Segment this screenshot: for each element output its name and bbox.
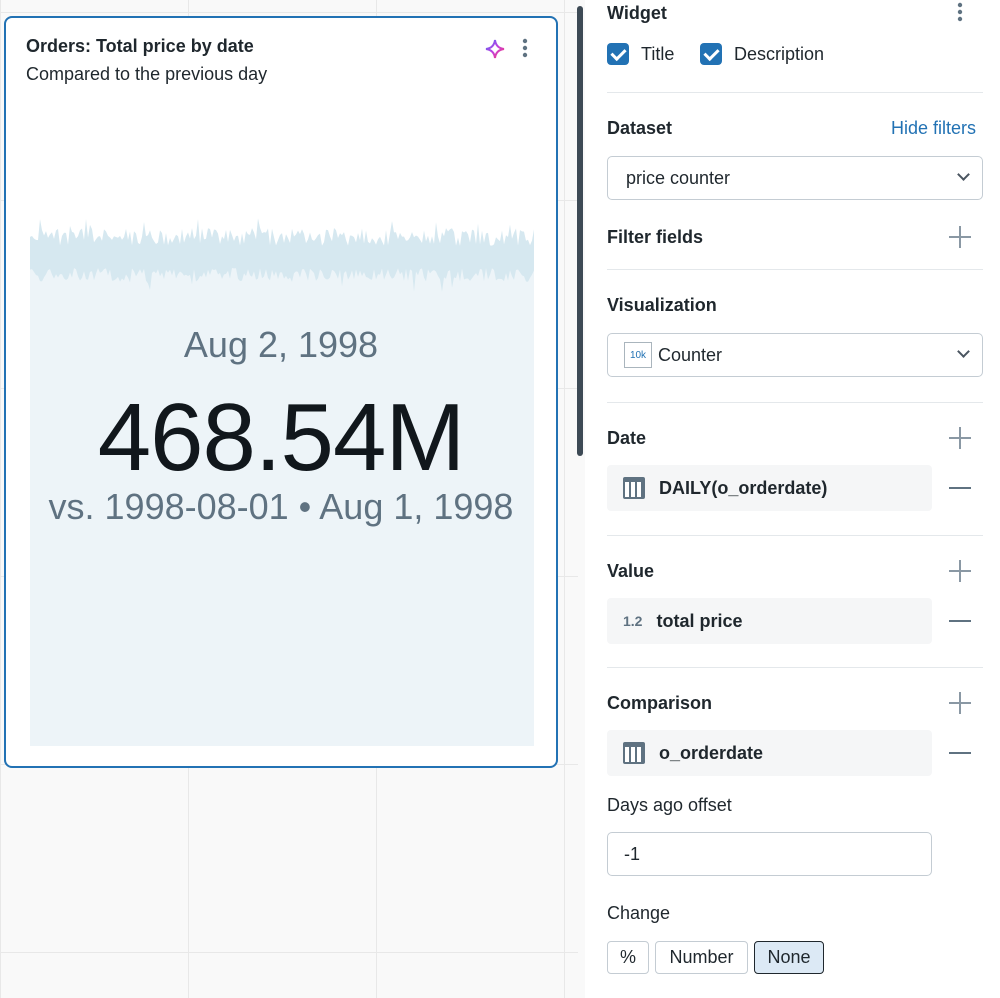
date-field[interactable]: DAILY(o_orderdate) (607, 465, 932, 511)
widget-heading: Widget (607, 3, 667, 23)
comparison-heading: Comparison (607, 693, 713, 713)
counter-comparison: vs. 1998-08-01 • Aug 1, 1998 (48, 486, 514, 527)
counter-background (30, 248, 534, 746)
remove-value-minus-icon[interactable] (949, 620, 971, 622)
divider (607, 535, 983, 536)
value-heading: Value (607, 561, 655, 581)
add-value-plus-icon[interactable] (949, 560, 971, 582)
visualization-select[interactable]: 10k Counter (607, 333, 983, 377)
description-checkbox-label: Description (734, 44, 825, 64)
calendar-icon (623, 742, 645, 764)
comparison-field-label: o_orderdate (659, 742, 764, 763)
numeric-type-icon: 1.2 (623, 613, 643, 629)
change-label: Change (607, 903, 671, 923)
sparkline (30, 218, 534, 292)
change-option-percent[interactable]: % (607, 941, 649, 974)
change-option-number[interactable]: Number (655, 941, 748, 974)
divider (607, 269, 983, 270)
title-checkbox-label: Title (641, 44, 675, 64)
add-comparison-plus-icon[interactable] (949, 692, 971, 714)
chevron-down-icon (957, 168, 970, 181)
widget-title: Orders: Total price by date (26, 36, 254, 56)
visualization-heading: Visualization (607, 295, 717, 315)
divider (607, 667, 983, 668)
widget-config-panel: Widget Title Description Dataset Hide fi… (585, 0, 1000, 998)
days-ago-offset-input[interactable]: -1 (607, 832, 932, 876)
widget-description: Compared to the previous day (26, 64, 268, 84)
counter-widget[interactable]: Orders: Total price by date Compared to … (4, 16, 558, 768)
calendar-icon (623, 477, 645, 499)
dataset-select[interactable]: price counter (607, 156, 983, 200)
value-field[interactable]: 1.2 total price (607, 598, 932, 644)
comparison-field[interactable]: o_orderdate (607, 730, 932, 776)
divider (607, 402, 983, 403)
kebab-menu-icon[interactable] (520, 38, 530, 65)
date-heading: Date (607, 428, 647, 448)
filter-fields-heading: Filter fields (607, 227, 704, 247)
days-ago-offset-label: Days ago offset (607, 795, 732, 815)
divider (607, 92, 983, 93)
counter-value: 468.54M (97, 384, 466, 491)
counter-viz-icon: 10k (624, 342, 652, 368)
remove-comparison-minus-icon[interactable] (949, 752, 971, 754)
value-field-label: total price (656, 610, 743, 631)
scrollbar[interactable] (577, 6, 583, 456)
chevron-down-icon (957, 345, 970, 358)
dashboard-canvas: Orders: Total price by date Compared to … (0, 0, 578, 998)
dataset-heading: Dataset (607, 118, 673, 138)
kebab-menu-icon[interactable] (955, 2, 965, 29)
description-checkbox[interactable] (700, 43, 722, 65)
title-checkbox[interactable] (607, 43, 629, 65)
dataset-select-value: price counter (626, 167, 731, 188)
add-filter-plus-icon[interactable] (949, 226, 971, 248)
days-ago-offset-value: -1 (624, 843, 641, 864)
hide-filters-link[interactable]: Hide filters (891, 118, 977, 138)
sparkle-icon[interactable] (484, 38, 506, 65)
counter-date: Aug 2, 1998 (183, 324, 379, 365)
remove-date-minus-icon[interactable] (949, 487, 971, 489)
date-field-label: DAILY(o_orderdate) (659, 477, 828, 498)
visualization-select-value: Counter (658, 344, 723, 365)
sparkline-area (30, 218, 534, 292)
add-date-plus-icon[interactable] (949, 427, 971, 449)
change-option-none[interactable]: None (754, 941, 824, 974)
